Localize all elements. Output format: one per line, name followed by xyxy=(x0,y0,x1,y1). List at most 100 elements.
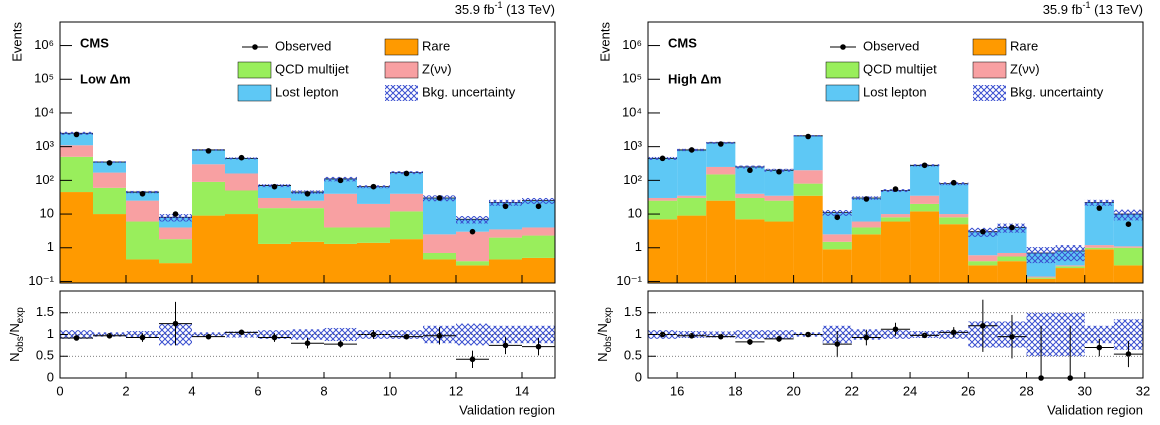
ratio-point xyxy=(950,329,957,336)
ratio-point xyxy=(271,334,278,341)
x-tick-label: 0 xyxy=(56,383,63,398)
stack-segment xyxy=(648,219,678,283)
stack-segment xyxy=(1113,246,1143,248)
observed-point xyxy=(776,168,782,175)
ratio-uncertainty xyxy=(324,327,357,342)
ratio-point xyxy=(921,332,928,339)
stack-segment xyxy=(93,187,126,215)
stack-segment xyxy=(735,197,765,220)
stack-segment xyxy=(706,174,736,201)
legend-label: Lost lepton xyxy=(863,84,927,99)
ratio-point xyxy=(304,340,311,347)
lumi-part: (13 TeV) xyxy=(1090,2,1143,17)
legend-label: Bkg. uncertainty xyxy=(1010,84,1104,99)
y-tick-label: 10⁵ xyxy=(34,71,54,86)
stack-segment xyxy=(159,227,192,240)
ratio-label-part: N xyxy=(7,352,22,361)
stack-segment xyxy=(851,197,881,222)
ratio-point xyxy=(106,333,113,339)
stack-segment xyxy=(677,195,707,198)
stack-segment xyxy=(291,241,324,283)
observed-point xyxy=(139,190,146,197)
legend-label: Observed xyxy=(275,38,331,53)
x-axis-label: Validation region xyxy=(1047,402,1143,417)
stack-segment xyxy=(1084,249,1114,283)
stack-segment xyxy=(968,261,998,266)
ratio-label-part: /N xyxy=(7,323,22,336)
ratio-point xyxy=(172,320,179,327)
observed-point xyxy=(805,133,811,140)
observed-point xyxy=(834,214,841,221)
stack-segment xyxy=(851,221,881,228)
x-tick-label: 10 xyxy=(383,383,397,398)
stack-segment xyxy=(522,227,555,236)
legend-label: Bkg. uncertainty xyxy=(422,84,516,99)
x-tick-label: 24 xyxy=(903,383,917,398)
legend-label: Observed xyxy=(863,38,919,53)
lumi-part: -1 xyxy=(1082,0,1090,10)
ratio-point xyxy=(892,326,899,333)
y-tick-label: 10⁴ xyxy=(34,104,54,119)
stack-segment xyxy=(910,165,940,196)
uncertainty-band xyxy=(1084,199,1114,206)
ratio-point xyxy=(659,331,666,338)
uncertainty-band xyxy=(522,197,555,204)
ratio-y-tick-label: 1 xyxy=(635,326,642,341)
stack-segment xyxy=(764,200,794,222)
uncertainty-band xyxy=(1055,245,1085,262)
observed-point xyxy=(1009,224,1015,231)
experiment-label: CMS xyxy=(668,35,697,50)
stack-segment xyxy=(735,219,765,283)
stack-segment xyxy=(677,215,707,283)
ratio-uncertainty xyxy=(489,325,522,344)
ratio-y-tick-label: 0.5 xyxy=(36,348,54,363)
stack-segment xyxy=(822,241,852,250)
stack-segment xyxy=(677,197,707,216)
stack-segment xyxy=(1113,247,1143,266)
x-tick-label: 18 xyxy=(728,383,742,398)
x-tick-label: 16 xyxy=(670,383,684,398)
stack-segment xyxy=(291,208,324,242)
stack-segment xyxy=(648,197,678,201)
ratio-point xyxy=(717,333,724,340)
plot-area xyxy=(648,133,1143,283)
stack-segment xyxy=(880,214,911,218)
stack-segment xyxy=(456,265,489,283)
stack-segment xyxy=(390,172,423,194)
ratio-point xyxy=(1096,344,1103,351)
ratio-point xyxy=(1125,351,1132,357)
lumi-part: 35.9 fb xyxy=(455,2,495,17)
ratio-point xyxy=(205,333,212,340)
stack-segment xyxy=(159,239,192,264)
stack-segment xyxy=(192,164,225,182)
stack-segment xyxy=(60,133,93,146)
ratio-point xyxy=(776,336,782,342)
stack-segment xyxy=(939,214,969,218)
ratio-y-tick-label: 1.5 xyxy=(36,304,54,319)
legend-swatch xyxy=(825,84,860,102)
ratio-uncertainty xyxy=(1084,325,1114,344)
stack-segment xyxy=(258,185,291,198)
y-tick-label: 10³ xyxy=(35,138,54,153)
ratio-label-part: /N xyxy=(595,323,610,336)
ratio-point xyxy=(403,333,410,340)
observed-point xyxy=(659,155,666,162)
observed-point xyxy=(73,131,80,138)
x-tick-label: 28 xyxy=(1019,383,1033,398)
lumi-label: 35.9 fb-1 (13 TeV) xyxy=(1043,0,1143,17)
stack-segment xyxy=(225,190,258,215)
stack-segment xyxy=(225,214,258,283)
legend-label: Rare xyxy=(1010,38,1038,53)
ratio-y-tick-label: 0 xyxy=(47,369,54,384)
legend-label: Lost lepton xyxy=(275,84,339,99)
legend-swatch xyxy=(973,85,1006,101)
stack-segment xyxy=(1055,265,1085,267)
x-tick-label: 2 xyxy=(122,383,129,398)
x-tick-label: 4 xyxy=(188,383,195,398)
uncertainty-band xyxy=(1113,209,1143,221)
lumi-part: (13 TeV) xyxy=(502,2,555,17)
ratio-frame xyxy=(59,290,556,379)
lumi-label: 35.9 fb-1 (13 TeV) xyxy=(455,0,555,17)
ratio-label-part: exp xyxy=(603,307,614,324)
stack-segment xyxy=(258,208,291,244)
